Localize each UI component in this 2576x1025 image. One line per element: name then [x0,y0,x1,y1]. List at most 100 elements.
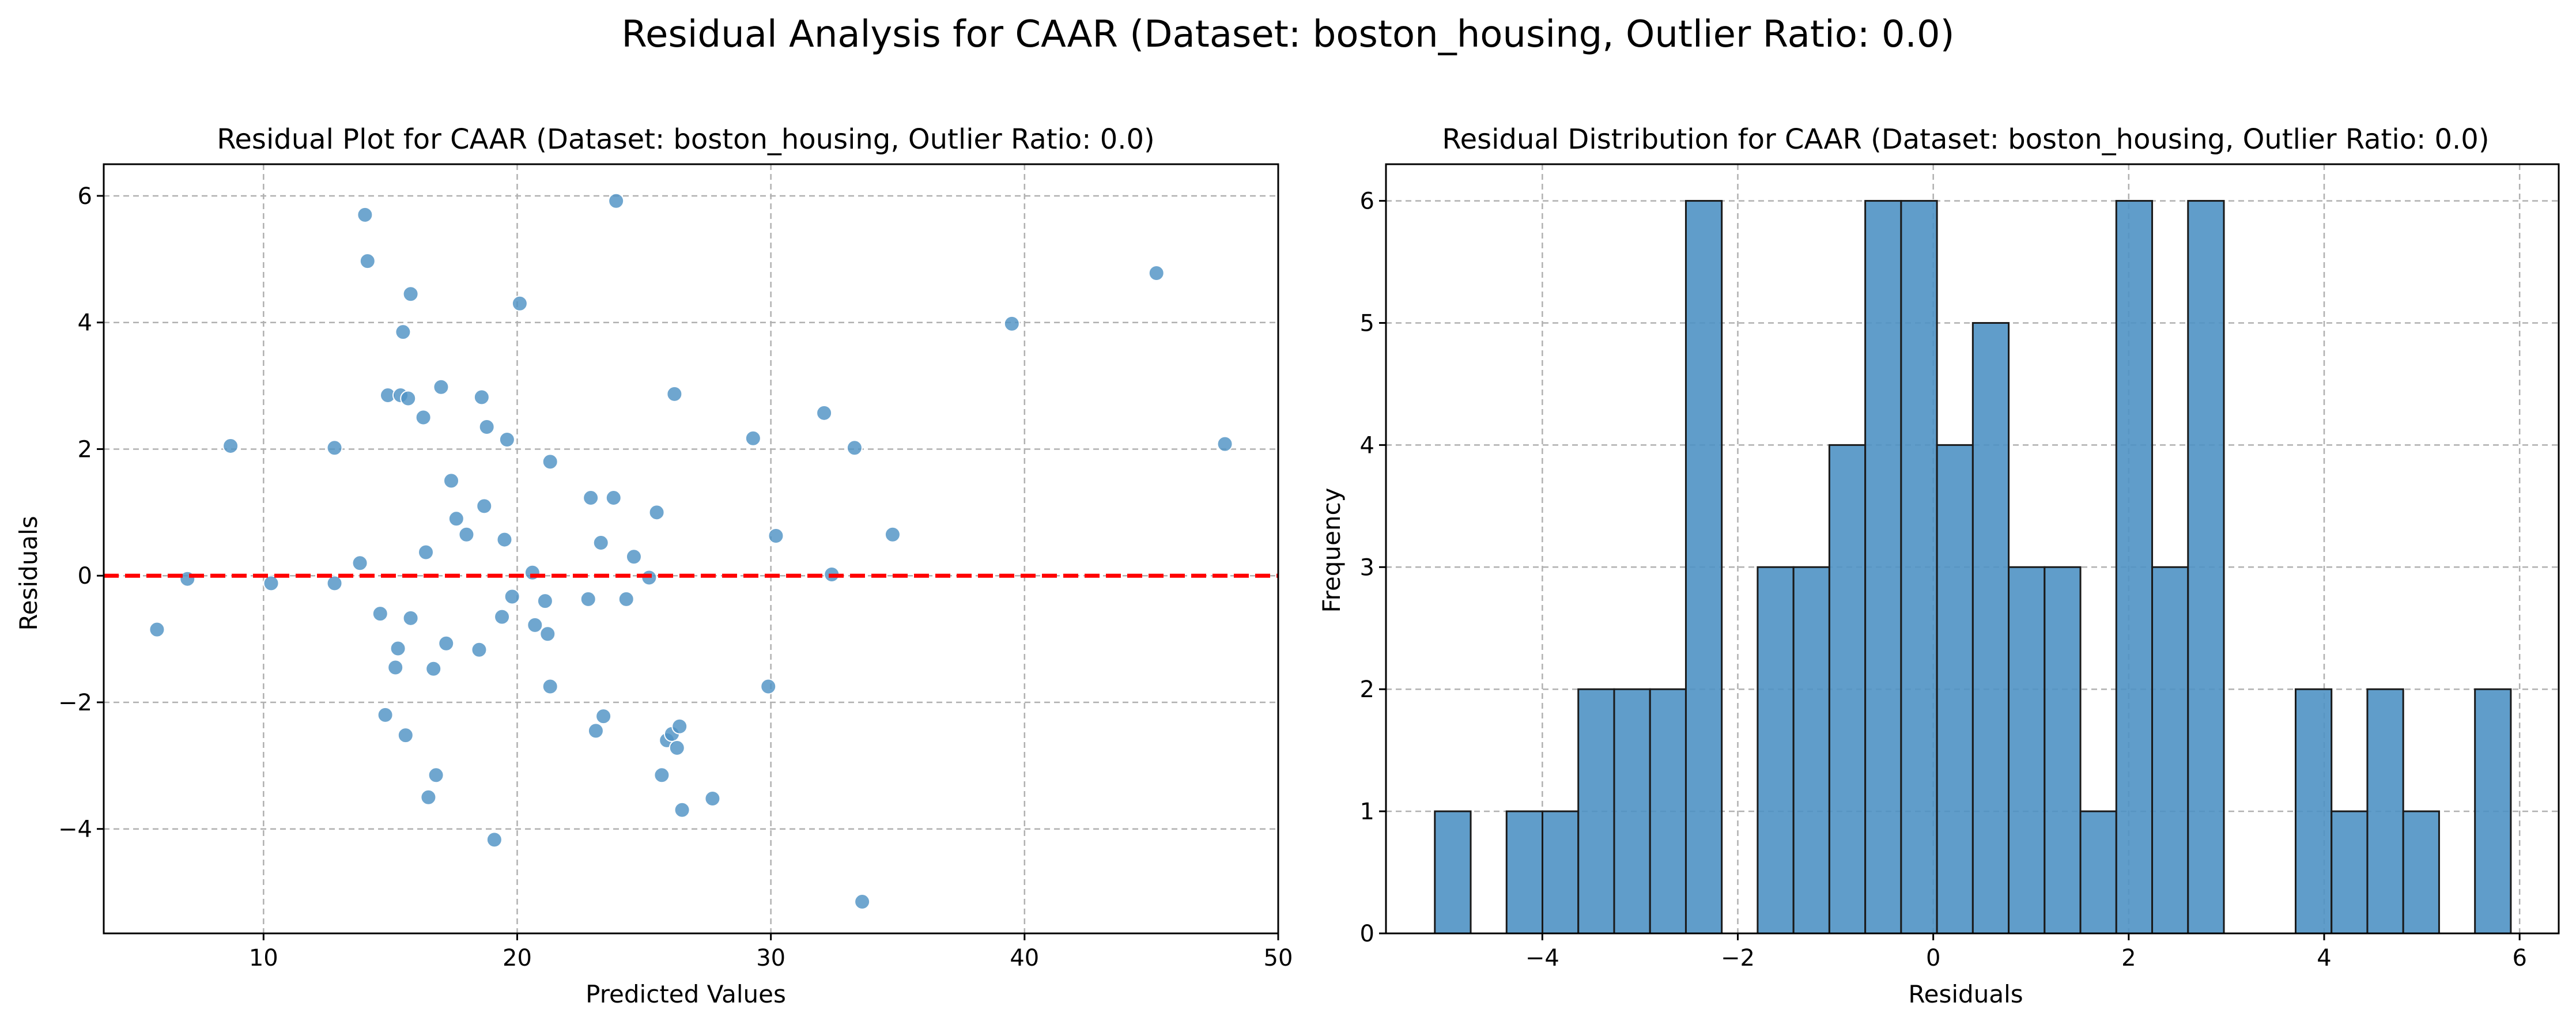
scatter-x-ticks: 10 20 30 40 50 [249,933,1293,971]
histogram-bar [2079,810,2117,935]
scatter-x-axis-label: Predicted Values [586,980,786,1008]
scatter-x-tick-label: 10 [249,945,278,971]
scatter-point [539,626,556,642]
histogram-x-tick-label: 0 [1926,945,1940,971]
figure-suptitle: Residual Analysis for CAAR (Dataset: bos… [621,13,1955,56]
scatter-point [527,616,543,633]
scatter-point [377,706,394,723]
scatter-point [400,390,417,407]
histogram-y-tick-label: 1 [1360,799,1374,825]
histogram-x-axis-label: Residuals [1908,980,2023,1008]
scatter-plot-frame [103,163,1279,935]
scatter-point [395,324,411,341]
histogram-y-tick-label: 0 [1360,921,1374,947]
scatter-x-tick-label: 20 [503,945,532,971]
histogram-bar [1900,200,1938,935]
scatter-point [326,440,343,456]
histogram-y-tick-label: 3 [1360,554,1374,581]
scatter-point [704,790,721,807]
scatter-points [149,192,1233,910]
histogram-x-tick-label: 6 [2512,945,2526,971]
scatter-point [390,640,406,657]
scatter-y-tick-label: 2 [78,436,92,463]
histogram-bar [2474,688,2512,935]
scatter-point [511,295,528,312]
scatter-point [1148,264,1165,281]
scatter-y-tick-label: −4 [58,816,92,843]
histogram-y-tick-label: 6 [1360,188,1374,215]
histogram-title: Residual Distribution for CAAR (Dataset:… [1442,123,2489,156]
histogram-y-tick-label: 2 [1360,676,1374,703]
scatter-point [1217,436,1233,452]
scatter-x-tick-label: 50 [1264,945,1293,971]
histogram-bar [2044,566,2082,935]
scatter-point [671,718,688,735]
histogram-bar [2115,200,2154,935]
scatter-point [666,385,683,402]
histogram-bar [2008,566,2046,935]
scatter-grid [104,164,1278,933]
histogram-plot-frame [1385,163,2560,935]
scatter-point [654,767,670,784]
histogram-bar [1613,688,1651,935]
scatter-point [768,527,784,544]
scatter-point [608,192,625,209]
scatter-point [418,544,435,561]
residual-histogram-panel: Residual Distribution for CAAR (Dataset:… [1317,123,2560,1008]
residual-scatter-panel: Residual Plot for CAAR (Dataset: boston_… [14,123,1293,1008]
scatter-point [476,498,493,515]
scatter-point [674,801,690,818]
histogram-y-tick-label: 4 [1360,432,1374,459]
scatter-point [846,440,863,456]
histogram-bar [1792,566,1830,935]
scatter-point [149,621,165,638]
scatter-point [592,535,609,551]
scatter-point [428,767,444,784]
scatter-y-axis-label: Residuals [14,516,43,630]
scatter-point [884,526,901,543]
histogram-bar [1505,810,1544,935]
scatter-point [1003,315,1020,332]
scatter-point [583,490,599,506]
scatter-y-tick-label: 0 [78,563,92,589]
scatter-title: Residual Plot for CAAR (Dataset: boston_… [217,123,1155,156]
scatter-point [537,593,553,610]
histogram-bar [1757,566,1795,935]
scatter-point [357,206,373,223]
histogram-x-ticks: −4 −2 0 2 4 6 [1525,933,2527,971]
scatter-point [542,453,558,470]
histogram-y-ticks: 0 1 2 3 4 5 6 [1360,188,1386,947]
scatter-point [580,591,596,607]
scatter-point [263,575,279,592]
histogram-x-tick-label: 4 [2317,945,2331,971]
scatter-y-tick-label: 6 [78,183,92,210]
scatter-point [179,570,196,587]
scatter-point [504,588,520,605]
scatter-point [222,437,239,454]
histogram-bar [2366,688,2404,935]
scatter-point [668,740,685,757]
histogram-bar [1936,444,1974,935]
scatter-point [458,526,475,543]
scatter-point [494,608,511,625]
histogram-x-tick-label: −2 [1721,945,1755,971]
scatter-point [438,635,455,652]
scatter-y-ticks: −4 −2 0 2 4 6 [58,183,104,843]
scatter-point [854,894,871,910]
scatter-point [760,678,777,695]
scatter-point [359,253,376,270]
histogram-bar [1649,688,1687,935]
histogram-bar [2187,200,2225,935]
scatter-point [326,575,343,592]
histogram-x-tick-label: −4 [1525,945,1559,971]
scatter-x-tick-label: 40 [1010,945,1039,971]
histogram-y-tick-label: 5 [1360,310,1374,336]
scatter-point [473,389,490,406]
histogram-bar [1828,444,1867,935]
scatter-point [478,418,495,435]
scatter-point [605,490,622,506]
scatter-point [648,504,665,521]
histogram-bar [1434,810,1472,935]
scatter-point [496,531,513,548]
